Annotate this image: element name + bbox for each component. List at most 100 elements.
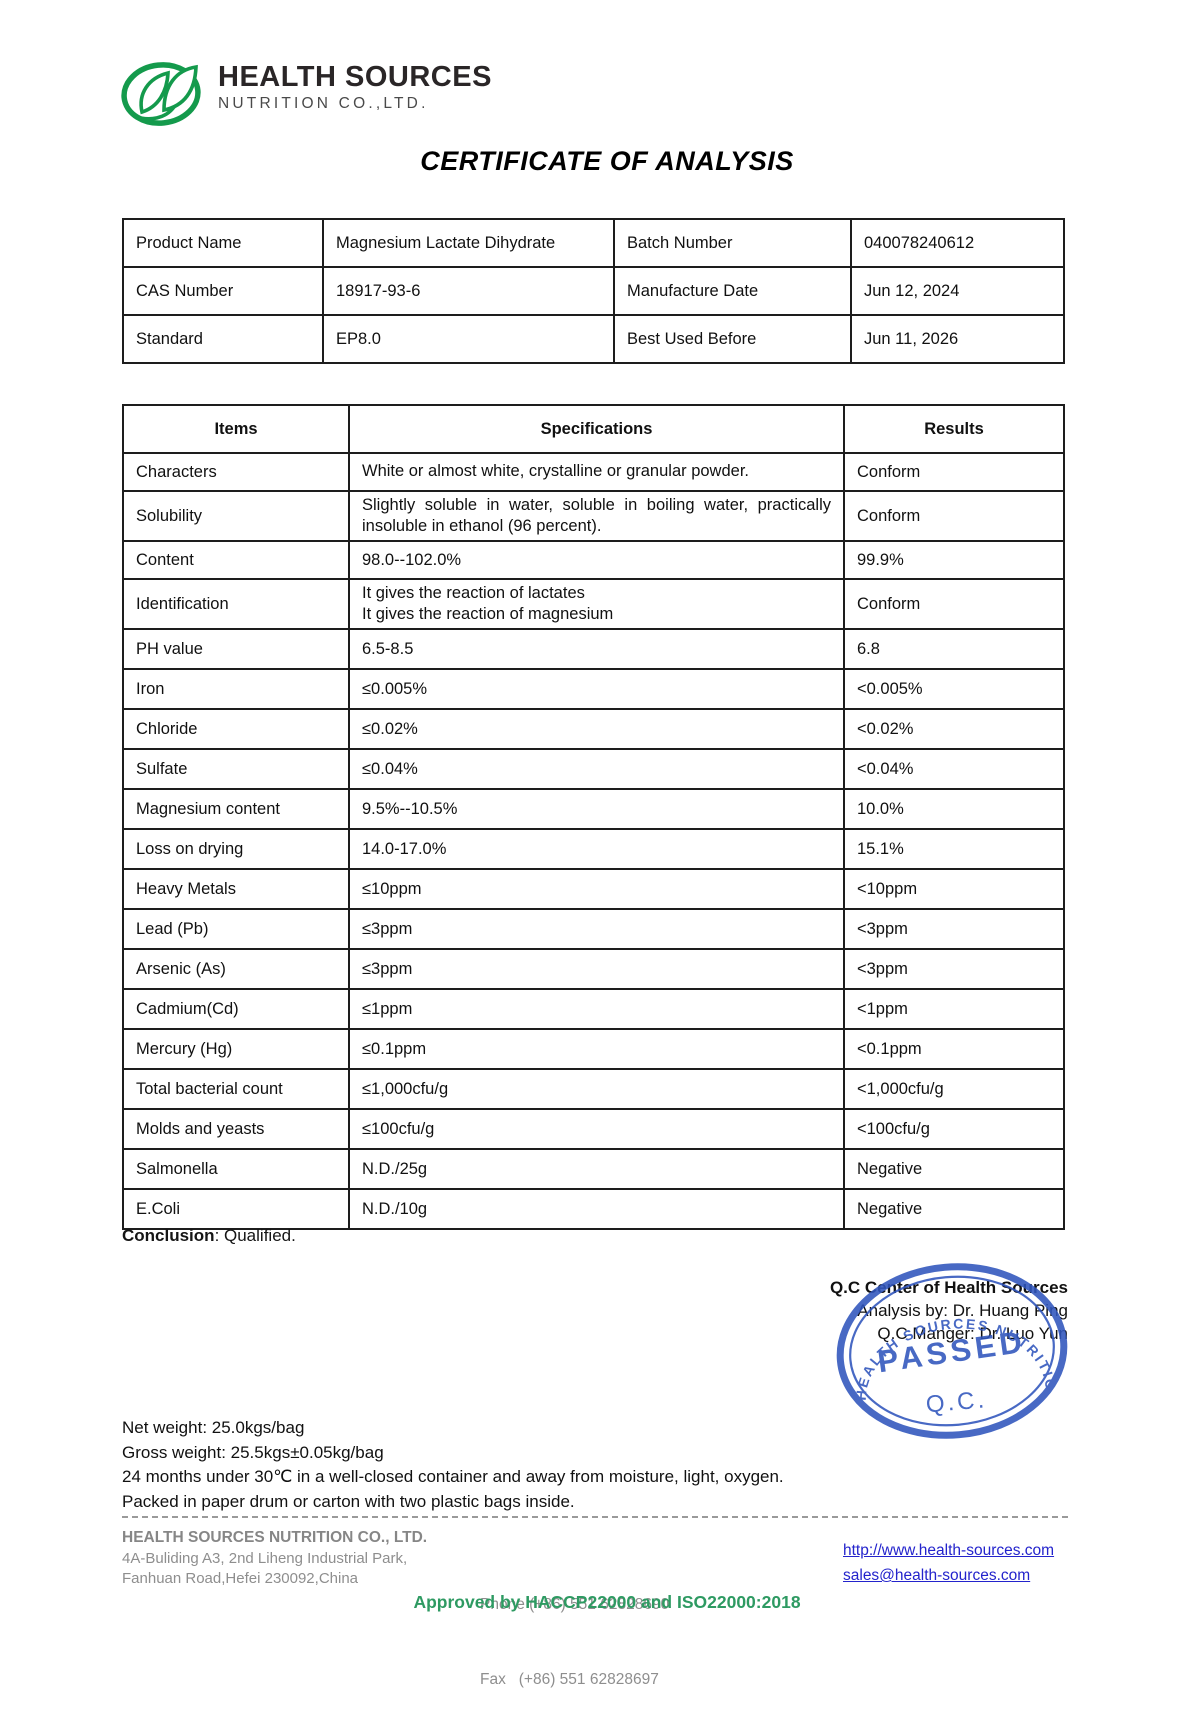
spec-specification-cell: ≤100cfu/g [348,1108,845,1151]
table-row: PH value 6.5-8.5 6.8 [122,628,1065,671]
spec-specification-cell: ≤10ppm [348,868,845,911]
company-subtitle: NUTRITION CO.,LTD. [218,95,429,112]
spec-specification-cell: 9.5%--10.5% [348,788,845,831]
footer-address-line2: Fanhuan Road,Hefei 230092,China [122,1570,359,1587]
table-row: Solubility Slightly soluble in water, sol… [122,489,1065,543]
column-header: Items [122,404,350,454]
spec-result-cell: Negative [843,1148,1065,1191]
spec-item-cell: Salmonella [122,1148,350,1191]
product-info-table: Product Name Magnesium Lactate Dihydrate B… [122,218,1065,364]
spec-result-cell: Negative [843,1188,1065,1231]
field-value: Jun 12, 2024 [850,266,1065,316]
column-header: Results [843,404,1065,454]
table-row: CAS Number 18917-93-6 Manufacture Date Jun … [122,266,1065,316]
spec-specification-cell: ≤3ppm [348,908,845,951]
conclusion-value: : Qualified. [214,1226,296,1245]
spec-result-cell: Conform [843,489,1065,543]
spec-result-cell: 6.8 [843,628,1065,671]
field-value: Jun 11, 2026 [850,314,1065,364]
footer-company-block: HEALTH SOURCES NUTRITION CO., LTD. 4A-Bu… [122,1528,452,1590]
product-info-body: Product Name Magnesium Lactate Dihydrate B… [122,218,1065,364]
spec-result-cell: Conform [843,578,1065,631]
qc-passed-stamp-icon: HEALTH SOURCES NUTRITION CO.,LTD. PASSED… [819,1236,1070,1449]
footer-phone: Phone (+86) 551 62828690 [480,1596,670,1613]
spec-result-cell: <10ppm [843,868,1065,911]
spec-item-cell: Iron [122,668,350,711]
specifications-table: Items Specifications Results Characters Whi… [122,404,1065,1231]
table-row: Heavy Metals ≤10ppm <10ppm [122,868,1065,911]
approved-certifications-line: Approved by HACCP22000 and ISO22000:2018 [413,1592,801,1612]
company-name: HEALTH SOURCES [218,61,492,93]
spec-result-cell: <0.1ppm [843,1028,1065,1071]
field-value: 040078240612 [850,218,1065,268]
spec-item-cell: Chloride [122,708,350,751]
table-row: Loss on drying 14.0-17.0% 15.1% [122,828,1065,871]
packing-line: Packed in paper drum or carton with two … [122,1491,575,1511]
company-logo: HEALTH SOURCES NUTRITION CO.,LTD. [120,58,492,135]
table-row: Content 98.0--102.0% 99.9% [122,540,1065,581]
spec-table-body: Characters White or almost white, crystal… [122,452,1065,1231]
column-header: Specifications [348,404,845,454]
email-link[interactable]: sales@health-sources.com [843,1567,1031,1584]
spec-specification-cell: N.D./10g [348,1188,845,1231]
table-row: Identification It gives the reaction of l… [122,578,1065,631]
spec-result-cell: <100cfu/g [843,1108,1065,1151]
table-row: Cadmium(Cd) ≤1ppm <1ppm [122,988,1065,1031]
table-row: E.Coli N.D./10g Negative [122,1188,1065,1231]
spec-result-cell: 99.9% [843,540,1065,581]
table-row: Magnesium content 9.5%--10.5% 10.0% [122,788,1065,831]
spec-item-cell: Identification [122,578,350,631]
spec-specification-cell: ≤0.1ppm [348,1028,845,1071]
spec-specification-cell: ≤0.02% [348,708,845,751]
spec-item-cell: Molds and yeasts [122,1108,350,1151]
table-row: Characters White or almost white, crystal… [122,452,1065,492]
net-weight-line: Net weight: 25.0kgs/bag [122,1418,305,1437]
packing-notes: Net weight: 25.0kgs/bag Gross weight: 25… [122,1416,784,1514]
spec-item-cell: Loss on drying [122,828,350,871]
table-row: Sulfate ≤0.04% <0.04% [122,748,1065,791]
spec-header-row: Items Specifications Results [122,404,1065,454]
spec-result-cell: Conform [843,452,1065,492]
spec-specification-cell: N.D./25g [348,1148,845,1191]
footer-contact-block: Phone (+86) 551 62828690 Fax (+86) 551 6… [480,1542,669,1717]
spec-result-cell: <0.04% [843,748,1065,791]
footer-links-block: http://www.health-sources.com sales@heal… [843,1538,1054,1588]
field-label: Product Name [122,218,324,268]
spec-item-cell: E.Coli [122,1188,350,1231]
qc-manager-line: Q.C Manger: Dr. Luo Yun [877,1324,1068,1343]
table-row: Salmonella N.D./25g Negative [122,1148,1065,1191]
spec-specification-cell: 98.0--102.0% [348,540,845,581]
stamp-qc-text: Q.C. [925,1386,988,1418]
spec-item-cell: Magnesium content [122,788,350,831]
gross-weight-line: Gross weight: 25.5kgs±0.05kg/bag [122,1442,384,1462]
spec-item-cell: PH value [122,628,350,671]
field-value: 18917-93-6 [322,266,615,316]
spec-item-cell: Heavy Metals [122,868,350,911]
spec-item-cell: Characters [122,452,350,492]
leaf-logo-icon [120,58,204,135]
table-row: Arsenic (As) ≤3ppm <3ppm [122,948,1065,991]
field-label: CAS Number [122,266,324,316]
footer-divider [122,1516,1068,1518]
qc-signature-block: Q.C Center of Health Sources Analysis by… [830,1276,1068,1345]
table-row: Lead (Pb) ≤3ppm <3ppm [122,908,1065,951]
spec-item-cell: Mercury (Hg) [122,1028,350,1071]
storage-line: 24 months under 30℃ in a well-closed con… [122,1467,784,1486]
spec-specification-cell: ≤0.04% [348,748,845,791]
footer-fax: Fax (+86) 551 62828697 [480,1671,659,1688]
certificate-title: CERTIFICATE OF ANALYSIS [420,146,794,176]
spec-item-cell: Total bacterial count [122,1068,350,1111]
website-link[interactable]: http://www.health-sources.com [843,1542,1055,1559]
conclusion-label: Conclusion [122,1226,215,1245]
field-label: Best Used Before [613,314,852,364]
spec-result-cell: <0.02% [843,708,1065,751]
spec-item-cell: Lead (Pb) [122,908,350,951]
spec-specification-cell: ≤3ppm [348,948,845,991]
spec-specification-cell: ≤1ppm [348,988,845,1031]
spec-specification-cell: Slightly soluble in water, soluble in bo… [348,489,845,543]
spec-result-cell: 15.1% [843,828,1065,871]
spec-specification-cell: ≤0.005% [348,668,845,711]
table-row: Molds and yeasts ≤100cfu/g <100cfu/g [122,1108,1065,1151]
spec-result-cell: 10.0% [843,788,1065,831]
